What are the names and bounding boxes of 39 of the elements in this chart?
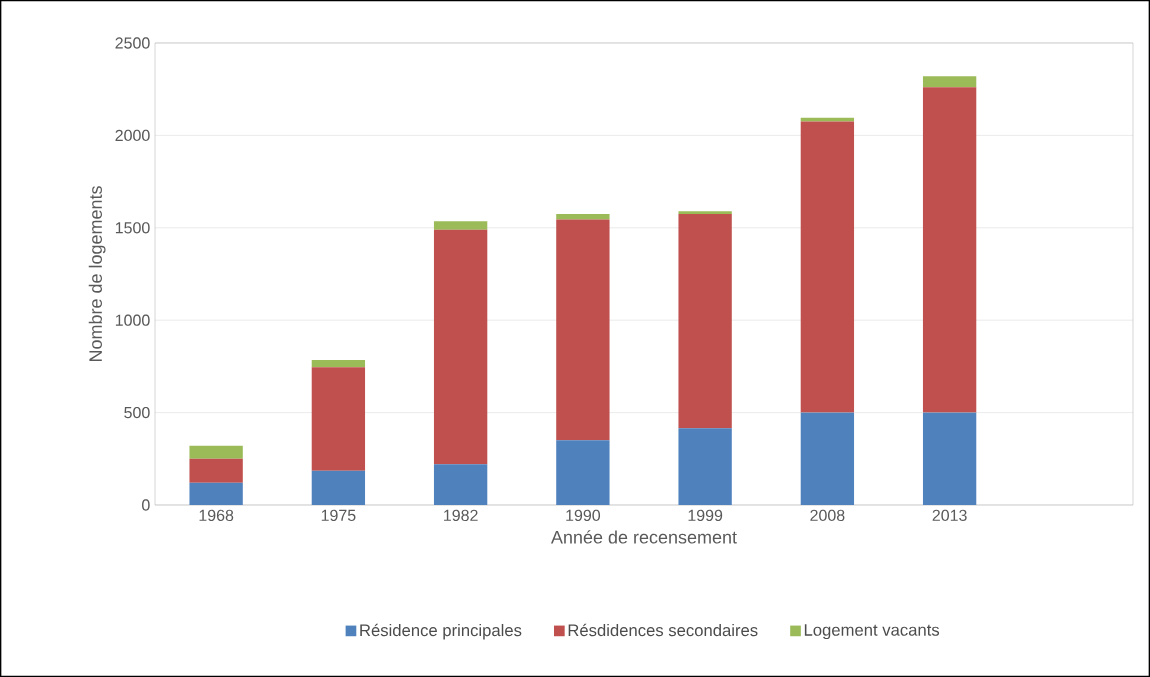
y-tick-label: 1000 bbox=[115, 314, 150, 326]
y-tick-label: 1500 bbox=[115, 222, 150, 234]
y-tick-label: 500 bbox=[124, 406, 150, 419]
bar bbox=[311, 367, 366, 471]
x-tick-label: 2013 bbox=[932, 509, 967, 522]
bar bbox=[311, 470, 366, 505]
x-tick-label: 2008 bbox=[810, 509, 845, 522]
bar bbox=[311, 359, 366, 368]
y-axis-title: Nombre de logements bbox=[88, 186, 106, 362]
bar bbox=[189, 445, 243, 459]
bar bbox=[433, 229, 488, 465]
bar bbox=[922, 76, 977, 88]
x-tick-label: 1968 bbox=[199, 509, 234, 522]
bar bbox=[433, 464, 488, 505]
bar bbox=[556, 213, 610, 220]
y-tick-label: 2500 bbox=[115, 37, 150, 49]
legend-label: Résdidences secondaires bbox=[568, 623, 758, 637]
bar bbox=[800, 121, 855, 413]
bar bbox=[678, 211, 732, 214]
bar bbox=[433, 221, 488, 230]
legend-label: Logement vacants bbox=[804, 624, 940, 640]
bar bbox=[922, 87, 977, 413]
y-tick-label: 0 bbox=[142, 499, 150, 511]
legend-label: Résidence principales bbox=[360, 623, 522, 640]
bar bbox=[189, 458, 243, 483]
bar bbox=[678, 213, 732, 429]
x-tick-label: 1990 bbox=[566, 509, 601, 522]
y-tick-label: 2000 bbox=[115, 129, 150, 142]
bar bbox=[189, 482, 243, 505]
x-tick-label: 1982 bbox=[444, 509, 478, 522]
x-tick-label: 1975 bbox=[321, 509, 356, 522]
bar bbox=[556, 440, 610, 505]
bar bbox=[678, 428, 732, 505]
x-tick-label: 1999 bbox=[688, 509, 723, 522]
bar bbox=[800, 117, 855, 122]
bar bbox=[922, 412, 977, 505]
bar bbox=[800, 412, 855, 505]
x-axis-title: Année de recensement bbox=[550, 530, 737, 544]
bar bbox=[556, 219, 610, 441]
